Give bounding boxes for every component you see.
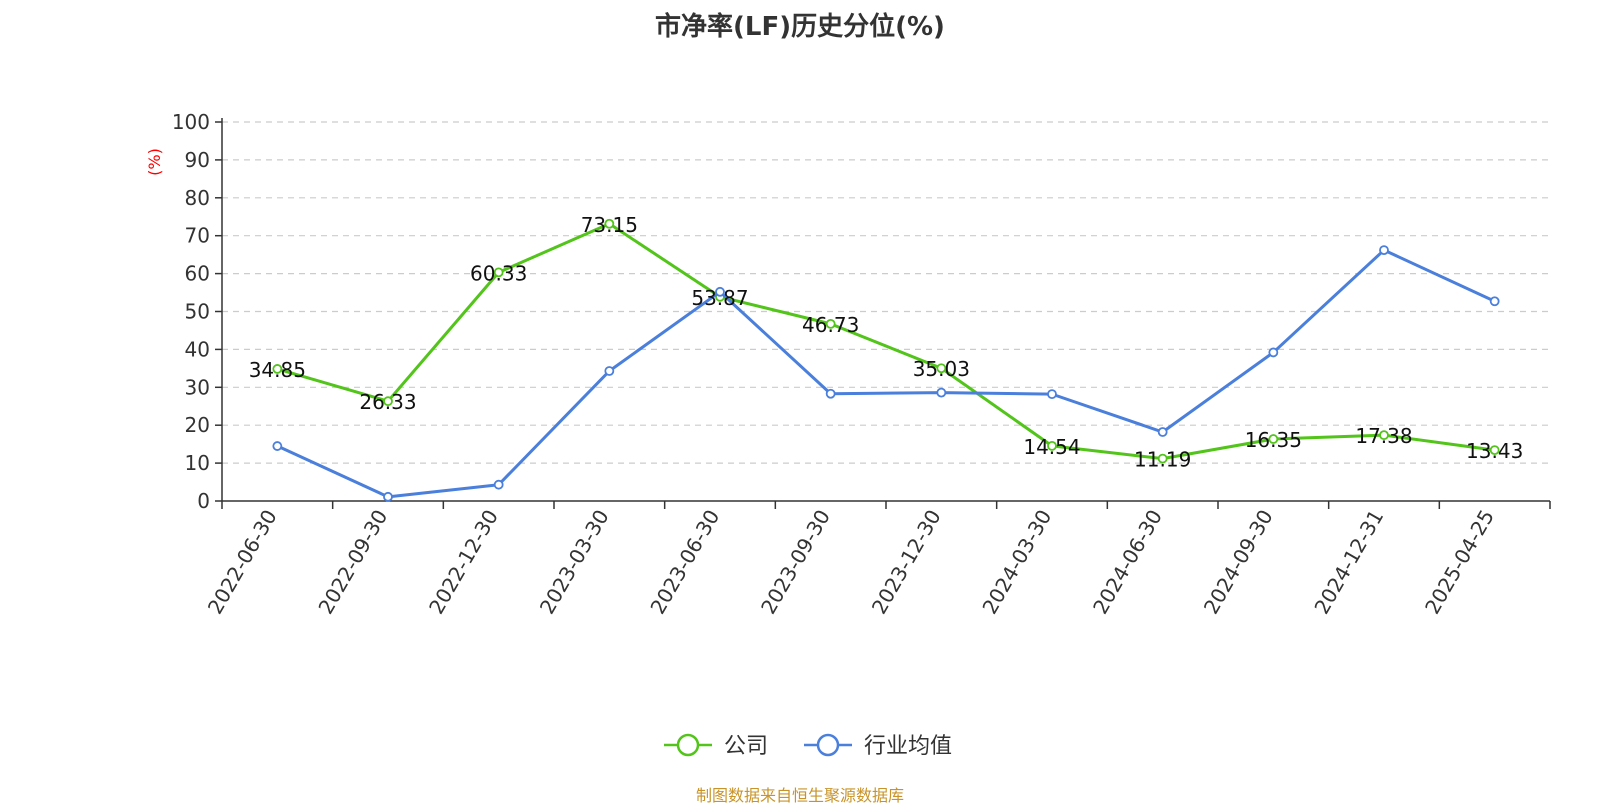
data-label: 34.85 (249, 358, 306, 382)
x-tick-label: 2023-09-30 (756, 506, 835, 619)
data-label: 46.73 (802, 313, 859, 337)
legend-label-1[interactable]: 行业均值 (864, 734, 952, 759)
data-label: 73.15 (581, 213, 638, 237)
y-tick-label: 20 (185, 413, 210, 437)
data-point[interactable] (936, 387, 947, 398)
y-tick-label: 80 (185, 186, 210, 210)
data-point[interactable] (1157, 427, 1168, 437)
data-point[interactable] (1379, 245, 1389, 256)
data-point[interactable] (272, 364, 283, 374)
data-point[interactable] (936, 363, 947, 374)
x-tick-label: 2023-03-30 (535, 506, 614, 619)
y-tick-label: 100 (172, 110, 210, 134)
data-point[interactable] (1157, 453, 1168, 464)
data-point[interactable] (1379, 430, 1389, 441)
x-tick-label: 2024-06-30 (1088, 506, 1167, 619)
x-tick-label: 2024-03-30 (977, 506, 1056, 619)
y-tick-label: 90 (185, 148, 210, 172)
data-label: 17.38 (1355, 424, 1412, 448)
x-tick-label: 2022-12-30 (424, 505, 503, 618)
legend-marker-0 (676, 733, 700, 757)
data-label: 13.43 (1466, 439, 1523, 463)
data-label: 14.54 (1023, 435, 1080, 459)
data-point[interactable] (383, 396, 393, 407)
data-point[interactable] (604, 218, 615, 229)
data-point[interactable] (383, 491, 393, 502)
data-point[interactable] (1489, 296, 1500, 307)
axes: 0 10 20 30 40 50 60 70 80 90 100 2022-06-30 2022-09-… (172, 110, 1551, 619)
y-tick-label: 30 (185, 375, 210, 399)
data-labels: 34.85 26.33 60.33 73.15 53.87 46.73 35.03 14.54… (249, 213, 1524, 472)
data-point[interactable] (715, 286, 725, 297)
data-label: 11.19 (1134, 448, 1191, 472)
data-label: 16.35 (1245, 428, 1302, 452)
x-tick-label: 2022-06-30 (203, 506, 282, 619)
data-point[interactable] (825, 388, 836, 399)
x-tick-label: 2024-09-30 (1199, 506, 1278, 619)
legend[interactable]: 公司 行业均值 (664, 733, 952, 759)
series (272, 218, 1500, 502)
source-note: 制图数据来自恒生聚源数据库 (695, 786, 904, 805)
data-point[interactable] (1489, 445, 1500, 456)
y-axis-label: (%) (145, 148, 164, 176)
chart-title: 市净率(LF)历史分位(%) (655, 12, 945, 42)
x-tick-label: 2023-12-30 (867, 505, 946, 618)
data-point[interactable] (272, 441, 283, 451)
y-tick-label: 10 (185, 451, 210, 475)
series-line-1 (276, 248, 1496, 499)
y-tick-label: 60 (185, 262, 210, 286)
data-point[interactable] (604, 366, 615, 376)
data-point[interactable] (1268, 347, 1279, 358)
grid-lines (222, 121, 1550, 464)
y-tick-label: 70 (185, 224, 210, 248)
data-label: 26.33 (359, 390, 416, 414)
x-tick-label: 2025-04-25 (1420, 506, 1499, 619)
y-tick-label: 0 (197, 489, 210, 513)
data-point[interactable] (493, 479, 504, 490)
data-point[interactable] (1047, 389, 1057, 400)
data-point[interactable] (1047, 440, 1057, 451)
data-point[interactable] (493, 267, 504, 278)
x-tick-label: 2022-09-30 (313, 506, 392, 619)
legend-label-0[interactable]: 公司 (724, 734, 768, 759)
data-label: 35.03 (913, 357, 970, 381)
data-point[interactable] (1268, 434, 1279, 444)
legend-marker-1 (816, 733, 840, 757)
x-tick-label: 2024-12-31 (1309, 506, 1388, 619)
y-tick-label: 40 (185, 337, 210, 361)
y-tick-label: 50 (185, 300, 210, 324)
data-label: 60.33 (470, 261, 527, 285)
series-line-0 (276, 222, 1495, 461)
data-label: 53.87 (691, 286, 748, 310)
data-point[interactable] (825, 318, 836, 329)
x-tick-label: 2023-06-30 (645, 506, 724, 619)
